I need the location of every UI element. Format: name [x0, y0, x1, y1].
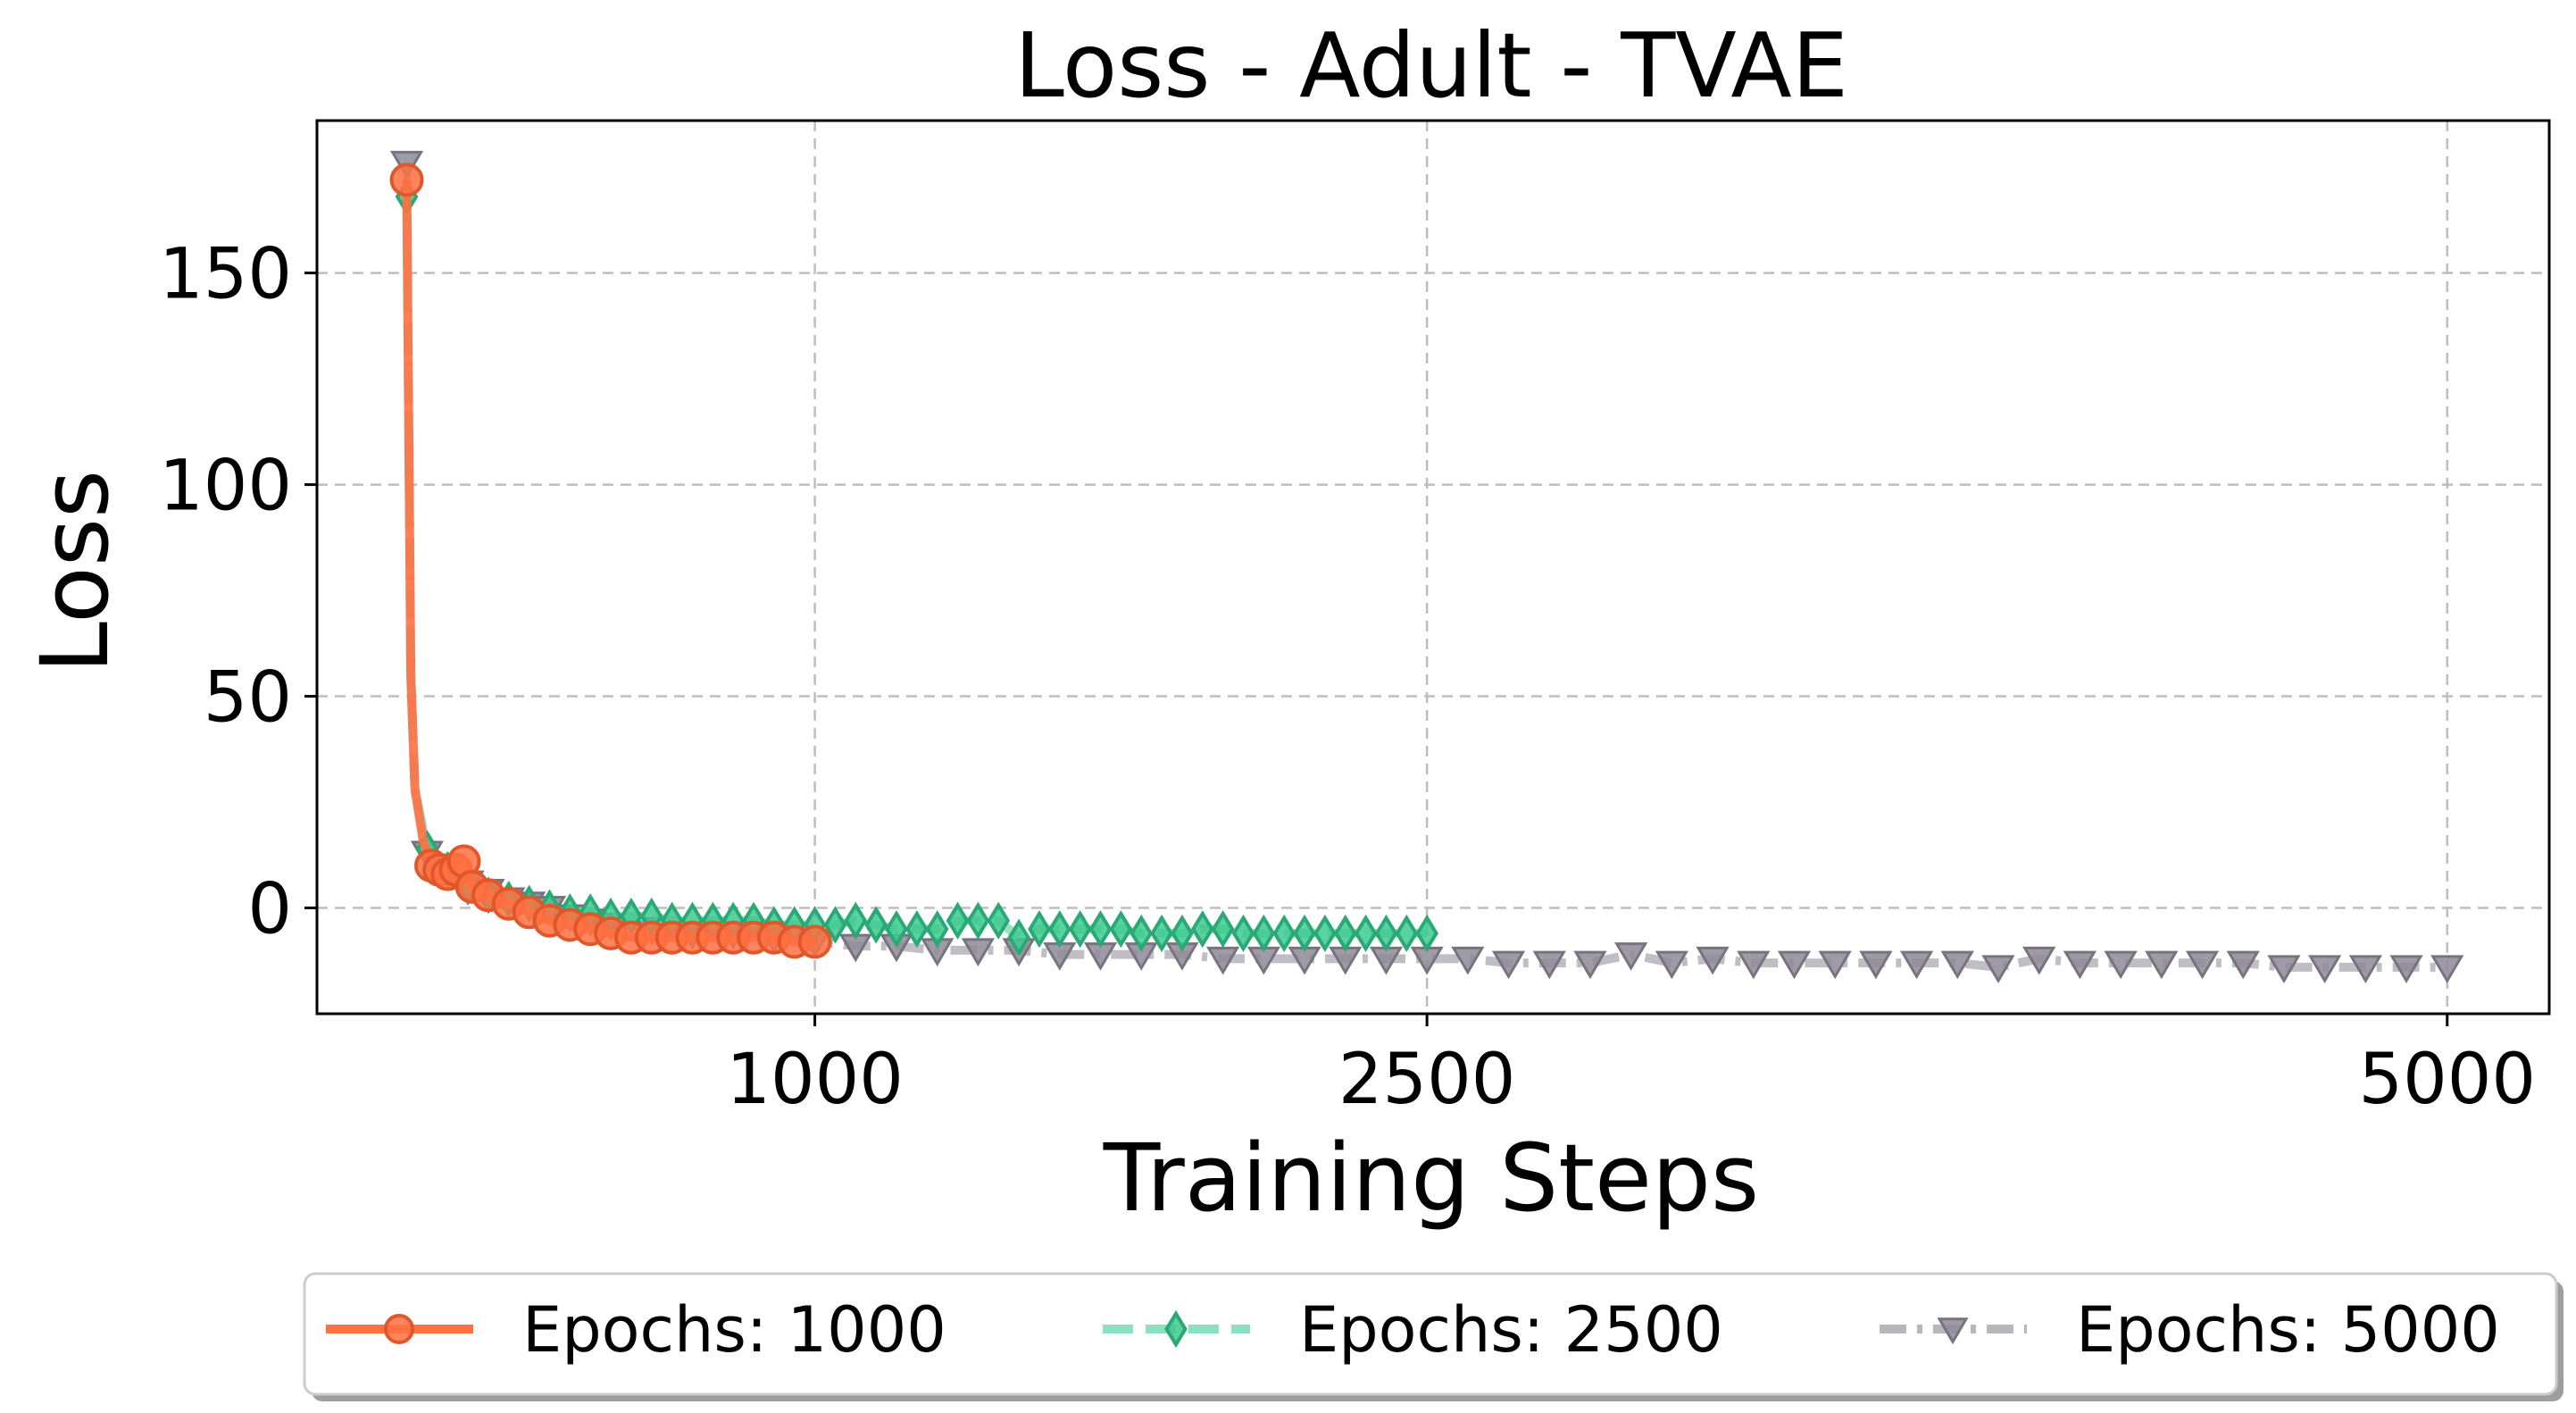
data-point-epochs-5000: [1206, 946, 1240, 975]
data-point-epochs-5000: [1451, 946, 1485, 975]
legend-item-epochs-2500: Epochs: 2500: [1103, 1293, 1723, 1367]
data-point-epochs-2500: [925, 910, 949, 949]
data-point-epochs-5000: [1737, 950, 1771, 980]
data-point-epochs-5000: [2267, 955, 2301, 984]
x-tick-label: 5000: [2358, 1040, 2536, 1120]
data-point-epochs-5000: [1696, 946, 1730, 975]
data-point-epochs-2500: [1109, 910, 1133, 949]
data-point-epochs-2500: [1190, 910, 1214, 949]
data-point-epochs-2500: [864, 906, 888, 944]
y-tick-label: 100: [159, 447, 292, 527]
legend-marker: [384, 1314, 414, 1344]
data-point-epochs-2500: [1007, 918, 1030, 957]
data-point-epochs-2500: [1028, 910, 1051, 949]
data-point-epochs-2500: [1088, 910, 1113, 949]
data-point-epochs-2500: [966, 901, 990, 940]
data-point-epochs-2500: [1150, 914, 1173, 953]
chart-title: Loss - Adult - TVAE: [1014, 13, 1848, 118]
data-point-epochs-5000: [961, 938, 996, 967]
series-group: [389, 163, 832, 959]
series-line-epochs-5000: [402, 163, 2447, 972]
y-axis-title: Loss: [21, 470, 129, 673]
data-point-epochs-5000: [1818, 950, 1852, 980]
y-tick-label: 50: [204, 658, 292, 739]
data-point-epochs-2500: [1231, 914, 1255, 953]
x-tick-label: 1000: [726, 1040, 904, 1120]
data-point-epochs-5000: [1655, 950, 1688, 980]
data-point-epochs-2500: [1068, 910, 1092, 949]
data-point-epochs-2500: [1272, 914, 1296, 953]
data-point-epochs-2500: [885, 910, 908, 949]
data-point-epochs-5000: [2104, 950, 2138, 980]
data-point-epochs-5000: [1981, 955, 2015, 984]
legend-marker: [1937, 1317, 1969, 1345]
data-point-epochs-2500: [844, 901, 868, 940]
legend-label: Epochs: 1000: [522, 1293, 946, 1367]
data-point-epochs-5000: [1573, 950, 1607, 980]
data-point-epochs-2500: [1252, 914, 1276, 953]
data-point-epochs-2500: [1313, 914, 1337, 953]
data-point-epochs-5000: [1491, 950, 1526, 980]
legend-item-epochs-5000: Epochs: 5000: [1880, 1293, 2500, 1367]
data-point-epochs-2500: [1047, 910, 1071, 949]
legend-marker: [1164, 1309, 1188, 1349]
data-point-epochs-5000: [1940, 950, 1974, 980]
data-point-epochs-2500: [1354, 914, 1378, 953]
data-point-epochs-5000: [2430, 955, 2464, 984]
y-tick-label: 0: [247, 870, 292, 950]
data-point-epochs-2500: [1293, 914, 1316, 953]
data-point-epochs-2500: [1333, 914, 1357, 953]
data-point-epochs-5000: [2063, 950, 2097, 980]
data-point-epochs-5000: [2145, 950, 2179, 980]
legend-label: Epochs: 2500: [1299, 1293, 1723, 1367]
data-point-epochs-5000: [2022, 946, 2056, 975]
data-point-epochs-5000: [2185, 950, 2220, 980]
data-point-epochs-5000: [1859, 950, 1893, 980]
legend-item-epochs-1000: Epochs: 1000: [326, 1293, 946, 1367]
data-point-epochs-2500: [823, 906, 847, 944]
legend-box: [303, 1272, 2558, 1396]
data-point-epochs-5000: [1614, 942, 1648, 971]
data-point-epochs-1000: [389, 163, 424, 197]
x-tick-label: 2500: [1338, 1040, 1516, 1120]
data-point-epochs-2500: [1171, 914, 1194, 953]
data-point-epochs-2500: [1395, 914, 1419, 953]
y-tick-label: 150: [159, 235, 292, 315]
data-point-epochs-5000: [2389, 955, 2423, 984]
data-point-epochs-5000: [2348, 955, 2382, 984]
data-point-epochs-5000: [2308, 955, 2342, 984]
axis-ticks: 1000 2500 5000 0 50 100 150: [159, 235, 2536, 1120]
data-point-epochs-1000: [797, 924, 832, 959]
data-point-epochs-5000: [2226, 950, 2260, 980]
data-point-epochs-2500: [987, 901, 1011, 940]
grid-lines: [317, 121, 2549, 1014]
legend: Epochs: 1000 Epochs: 2500 Epochs: 5000: [303, 1272, 2563, 1401]
data-point-epochs-2500: [1130, 914, 1154, 953]
legend-items: Epochs: 1000 Epochs: 2500 Epochs: 5000: [326, 1293, 2500, 1367]
series-layer: [389, 150, 2464, 984]
data-point-epochs-5000: [1899, 950, 1934, 980]
plot-frame: [315, 119, 2551, 1016]
data-point-epochs-5000: [1532, 950, 1566, 980]
data-point-epochs-2500: [1211, 910, 1235, 949]
legend-label: Epochs: 5000: [2076, 1293, 2500, 1367]
data-point-epochs-5000: [1777, 950, 1812, 980]
data-point-epochs-2500: [1415, 914, 1438, 953]
data-point-epochs-2500: [946, 901, 970, 940]
x-axis-title: Training Steps: [1103, 1124, 1759, 1233]
data-point-epochs-2500: [905, 910, 929, 949]
data-point-epochs-2500: [1374, 914, 1398, 953]
